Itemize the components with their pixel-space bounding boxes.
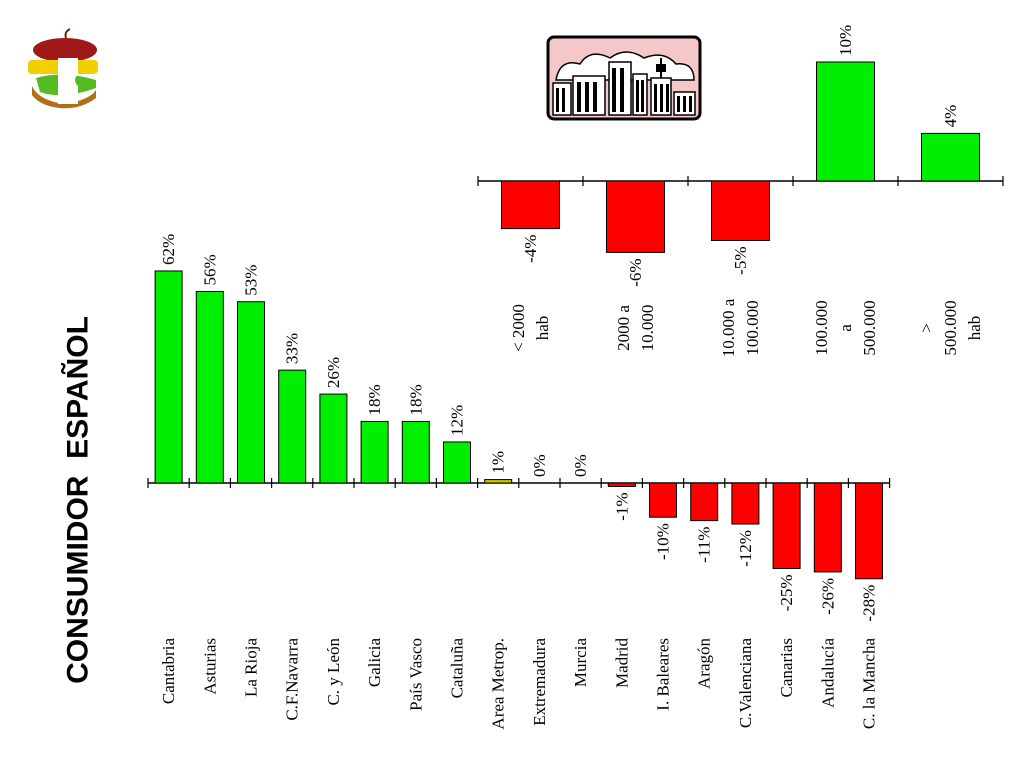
population-category-label: 500.000	[860, 300, 879, 355]
regions-category-label: C. y León	[324, 638, 343, 706]
population-data-label: 4%	[941, 105, 960, 128]
population-data-label: -4%	[521, 235, 540, 263]
population-bar	[501, 180, 560, 230]
regions-data-label: 18%	[406, 384, 425, 415]
regions-category-label: Cataluña	[448, 638, 467, 699]
regions-data-label: -28%	[860, 585, 879, 622]
regions-data-label: 0%	[571, 454, 590, 477]
population-chart: -4% -6% -5% 10% 4% < 2000 hab 2000 a 10.000 10.0…	[477, 25, 1004, 357]
regions-data-label: 26%	[324, 357, 343, 388]
population-category-label: 2000 a	[614, 305, 633, 351]
regions-bar	[401, 420, 430, 484]
population-bars	[501, 61, 980, 253]
regions-data-label: 33%	[283, 333, 302, 364]
population-data-label: 10%	[836, 25, 855, 56]
population-bar	[816, 61, 875, 182]
population-category-label: >	[917, 323, 936, 333]
population-data-label: -6%	[626, 258, 645, 286]
regions-category-label: Andalucía	[818, 638, 837, 708]
regions-data-label: 56%	[200, 254, 219, 285]
regions-bar	[484, 479, 513, 484]
regions-data-label: -1%	[612, 492, 631, 520]
regions-bar	[855, 482, 883, 580]
regions-chart: 62% 56% 53% 33% 26% 18% 18% 12% 1% 0% 0% -1% -10% -11…	[147, 234, 891, 730]
regions-data-labels: 62% 56% 53% 33% 26% 18% 18% 12% 1% 0% 0% -1% -10% -11…	[159, 234, 878, 622]
population-category-label: 100.000	[743, 300, 762, 355]
regions-category-label: Murcia	[571, 638, 590, 688]
regions-data-label: 18%	[365, 384, 384, 415]
regions-bar	[154, 270, 183, 484]
regions-category-label: C. la Mancha	[860, 638, 879, 730]
fruit-logo-icon	[28, 28, 98, 109]
regions-category-label: Canarias	[777, 638, 796, 697]
regions-bar	[319, 393, 348, 484]
regions-category-label: C.F.Navarra	[283, 638, 302, 721]
population-data-label: -5%	[731, 247, 750, 275]
regions-category-label: Cantabria	[159, 638, 178, 705]
regions-category-label: País Vasco	[406, 638, 425, 711]
regions-data-label: -11%	[695, 527, 714, 563]
regions-category-label: Asturias	[200, 638, 219, 695]
city-skyline-icon	[546, 35, 702, 121]
population-bar	[921, 132, 980, 182]
regions-category-label: Extremadura	[530, 638, 549, 726]
regions-bar	[443, 441, 471, 484]
population-bar	[711, 180, 770, 241]
regions-bar	[360, 420, 389, 484]
population-data-labels: -4% -6% -5% 10% 4%	[521, 25, 960, 287]
population-category-label: < 2000	[509, 304, 528, 352]
regions-bar	[607, 482, 636, 487]
population-category-labels: < 2000 hab 2000 a 10.000 10.000 a 100.000 100.…	[509, 298, 984, 357]
regions-data-label: 62%	[159, 234, 178, 265]
regions-bar	[237, 301, 265, 484]
regions-bar	[649, 482, 677, 518]
population-category-label: 10.000	[638, 305, 657, 352]
regions-data-label: 53%	[242, 265, 261, 296]
regions-bar	[690, 482, 719, 522]
regions-category-label: La Rioja	[242, 638, 261, 697]
regions-data-label: -12%	[736, 530, 755, 567]
regions-bars	[154, 270, 883, 580]
population-category-label: hab	[533, 316, 552, 341]
regions-category-label: Madrid	[612, 638, 631, 689]
regions-category-labels: Cantabria Asturias La Rioja C.F.Navarra C. y…	[159, 638, 878, 730]
regions-data-label: -10%	[654, 523, 673, 560]
population-category-label: 100.000	[812, 300, 831, 355]
population-bar	[606, 180, 665, 253]
regions-data-label: 12%	[448, 405, 467, 436]
regions-category-label: I. Baleares	[654, 638, 673, 711]
regions-data-label: 1%	[489, 451, 508, 474]
regions-category-label: Aragón	[695, 638, 714, 689]
population-category-label: 500.000	[941, 300, 960, 355]
population-category-label: 10.000 a	[719, 298, 738, 357]
regions-bar	[772, 482, 801, 569]
regions-ticks	[147, 478, 891, 488]
regions-category-label: Area Metrop.	[489, 638, 508, 730]
population-category-label: a	[836, 324, 855, 332]
regions-bar	[195, 290, 224, 484]
regions-category-label: Galicia	[365, 638, 384, 688]
population-ticks	[477, 176, 1004, 186]
chart-title: CONSUMIDOR ESPAÑOL	[61, 316, 95, 684]
regions-category-label: C.Valenciana	[736, 638, 755, 729]
regions-bar	[813, 482, 842, 573]
population-category-label: hab	[965, 316, 984, 341]
regions-data-label: 0%	[530, 454, 549, 477]
regions-data-label: -26%	[818, 578, 837, 615]
regions-bar	[278, 369, 307, 484]
regions-bar	[731, 482, 760, 525]
regions-data-label: -25%	[777, 575, 796, 612]
